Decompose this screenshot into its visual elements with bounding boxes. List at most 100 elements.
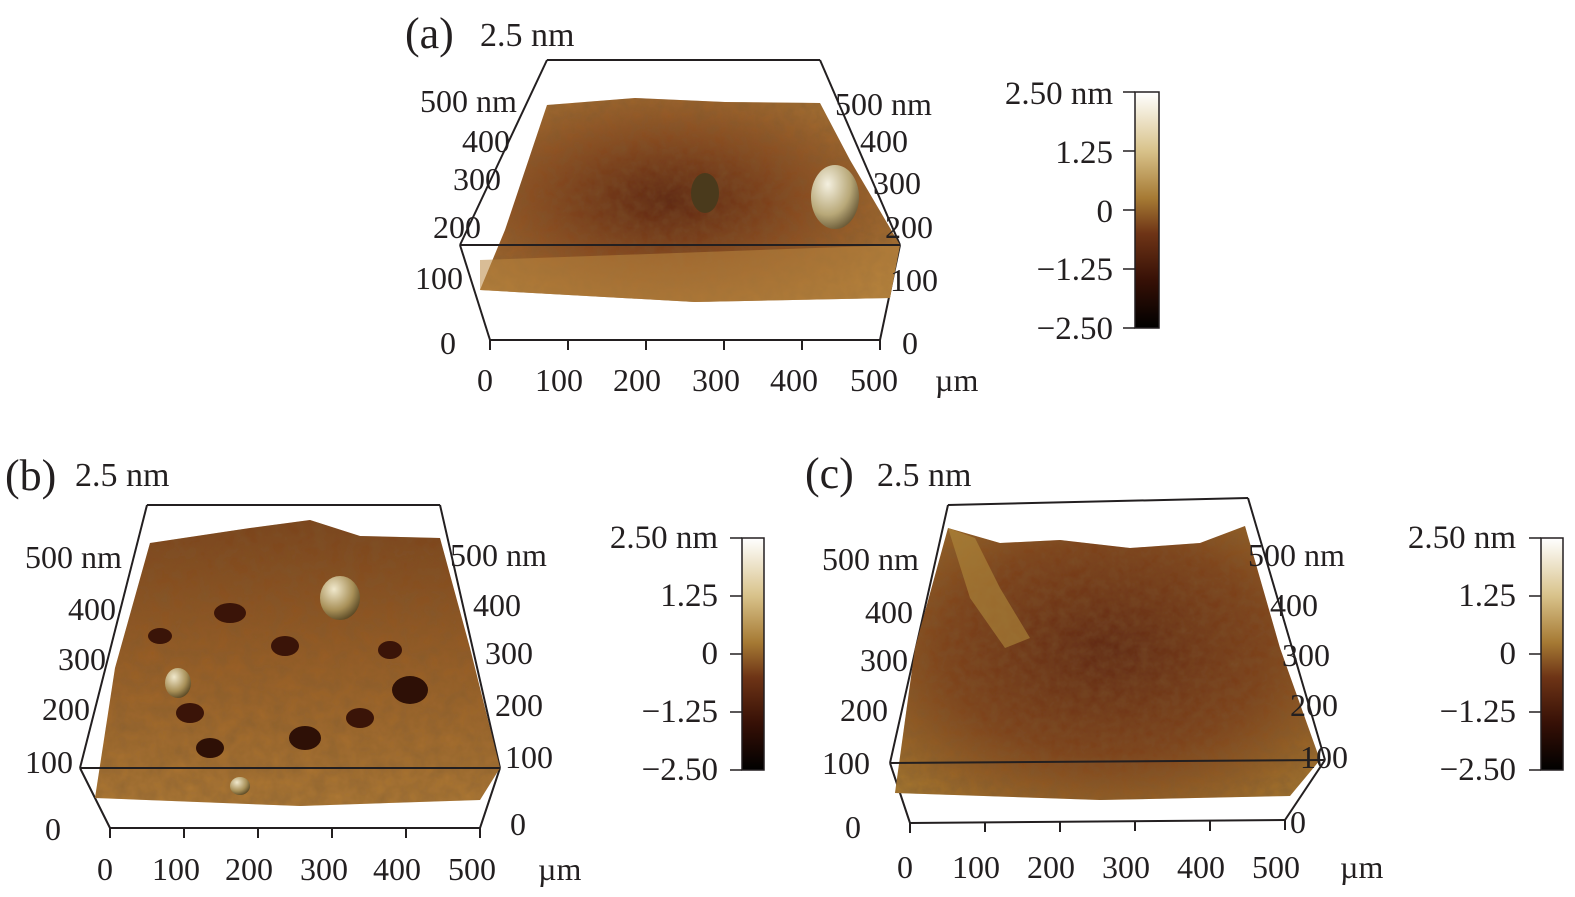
panel-label: (c) <box>805 449 854 498</box>
y-tick-right: 300 <box>485 635 533 671</box>
y-tick-right: 100 <box>505 739 553 775</box>
afm-panel-b: (b) 2.5 nm 500 nm 500 nm 400 300 200 100… <box>0 448 790 897</box>
y-tick-left: 300 <box>860 642 908 678</box>
y-tick-left: 0 <box>440 325 456 361</box>
y-tick-right: 0 <box>510 806 526 842</box>
surface-peak <box>811 165 859 229</box>
y-tick-left: 200 <box>840 692 888 728</box>
y-tick-right: 200 <box>495 687 543 723</box>
colorbar-tick: −1.25 <box>1037 252 1113 288</box>
colorbar: 2.50 nm 1.25 0 −1.25 −2.50 <box>1005 76 1160 347</box>
surface-peak <box>165 668 191 698</box>
bounding-box-frame <box>79 504 501 829</box>
y-axis-unit-label-left: 500 nm <box>822 541 919 577</box>
y-axis-unit-label-right: 500 nm <box>835 86 932 122</box>
y-tick-right: 100 <box>890 262 938 298</box>
afm-surface <box>895 526 1320 800</box>
colorbar-tick: −2.50 <box>1440 752 1516 788</box>
x-tick: 100 <box>535 362 583 398</box>
x-tick: 400 <box>373 851 421 887</box>
x-tick: 400 <box>770 362 818 398</box>
surface-pit <box>271 636 299 656</box>
x-axis-ticks <box>909 820 1286 833</box>
colorbar-top-label: 2.50 nm <box>1408 520 1517 556</box>
colorbar-top-label: 2.50 nm <box>610 520 719 556</box>
colorbar-tick: −2.50 <box>1037 311 1113 347</box>
y-tick-left: 300 <box>58 641 106 677</box>
x-axis-ticks <box>489 340 881 350</box>
surface-peak <box>691 173 719 213</box>
surface-peak <box>230 777 250 795</box>
y-tick-right: 100 <box>1300 739 1348 775</box>
y-tick-left: 100 <box>822 745 870 781</box>
x-unit-label: µm <box>1340 849 1383 885</box>
x-tick: 500 <box>850 362 898 398</box>
x-unit-label: µm <box>935 362 978 398</box>
x-tick: 300 <box>1102 849 1150 885</box>
x-tick: 100 <box>952 849 1000 885</box>
x-tick: 0 <box>477 362 493 398</box>
z-max-label: 2.5 nm <box>480 17 574 54</box>
x-tick: 0 <box>97 851 113 887</box>
x-tick: 100 <box>152 851 200 887</box>
y-axis-unit-label-left: 500 nm <box>420 83 517 119</box>
surface-pit <box>378 641 402 659</box>
y-tick-left: 400 <box>68 591 116 627</box>
y-tick-left: 100 <box>415 260 463 296</box>
x-tick: 200 <box>613 362 661 398</box>
y-tick-left: 200 <box>42 691 90 727</box>
y-tick-left: 300 <box>453 161 501 197</box>
panel-label: (a) <box>405 9 454 58</box>
y-tick-right: 400 <box>860 123 908 159</box>
z-max-label: 2.5 nm <box>877 457 971 494</box>
x-tick: 300 <box>300 851 348 887</box>
afm-panel-a: (a) 2.5 nm 500 nm 500 nm 400 300 200 100… <box>395 0 1175 410</box>
y-tick-left: 0 <box>845 809 861 845</box>
colorbar-top-label: 2.50 nm <box>1005 76 1114 112</box>
surface-pit <box>196 738 224 758</box>
y-tick-right: 0 <box>902 325 918 361</box>
afm-3d-plot-a: (a) 2.5 nm 500 nm 500 nm 400 300 200 100… <box>405 9 1160 398</box>
y-tick-right: 0 <box>1290 804 1306 840</box>
afm-surface <box>480 98 900 302</box>
y-axis-unit-label-right: 500 nm <box>450 537 547 573</box>
y-tick-right: 400 <box>473 587 521 623</box>
x-axis-ticks <box>109 828 481 838</box>
colorbar-tick: −1.25 <box>642 694 718 730</box>
colorbar-tick: 0 <box>1500 636 1517 672</box>
colorbar-tick: 1.25 <box>1055 135 1113 171</box>
x-tick: 0 <box>897 849 913 885</box>
afm-3d-plot-c: (c) 2.5 nm 500 nm 500 nm 400 300 200 100… <box>805 449 1564 885</box>
y-axis-unit-label-right: 500 nm <box>1248 537 1345 573</box>
y-tick-right: 400 <box>1270 587 1318 623</box>
y-tick-left: 200 <box>433 209 481 245</box>
x-tick: 200 <box>225 851 273 887</box>
surface-pit <box>289 726 321 750</box>
x-tick: 500 <box>448 851 496 887</box>
colorbar-tick: −2.50 <box>642 752 718 788</box>
colorbar-tick: 1.25 <box>1458 578 1516 614</box>
x-tick: 300 <box>692 362 740 398</box>
afm-surface <box>95 520 500 806</box>
x-tick: 200 <box>1027 849 1075 885</box>
x-tick: 400 <box>1177 849 1225 885</box>
y-tick-left: 400 <box>462 123 510 159</box>
surface-pit <box>392 676 428 704</box>
x-tick: 500 <box>1252 849 1300 885</box>
z-max-label: 2.5 nm <box>75 457 169 494</box>
surface-pit <box>346 708 374 728</box>
surface-pit <box>214 603 246 623</box>
colorbar: 2.50 nm 1.25 0 −1.25 −2.50 <box>1408 520 1564 788</box>
y-tick-right: 200 <box>885 209 933 245</box>
y-tick-right: 300 <box>1282 637 1330 673</box>
y-tick-left: 100 <box>25 744 73 780</box>
colorbar-tick: 0 <box>702 636 719 672</box>
afm-panel-c: (c) 2.5 nm 500 nm 500 nm 400 300 200 100… <box>800 448 1575 897</box>
surface-peak <box>320 576 360 620</box>
y-tick-left: 400 <box>865 594 913 630</box>
x-unit-label: µm <box>538 851 581 887</box>
surface-pit <box>176 703 204 723</box>
colorbar-tick: 0 <box>1097 194 1114 230</box>
colorbar-tick: −1.25 <box>1440 694 1516 730</box>
panel-label: (b) <box>5 451 56 500</box>
